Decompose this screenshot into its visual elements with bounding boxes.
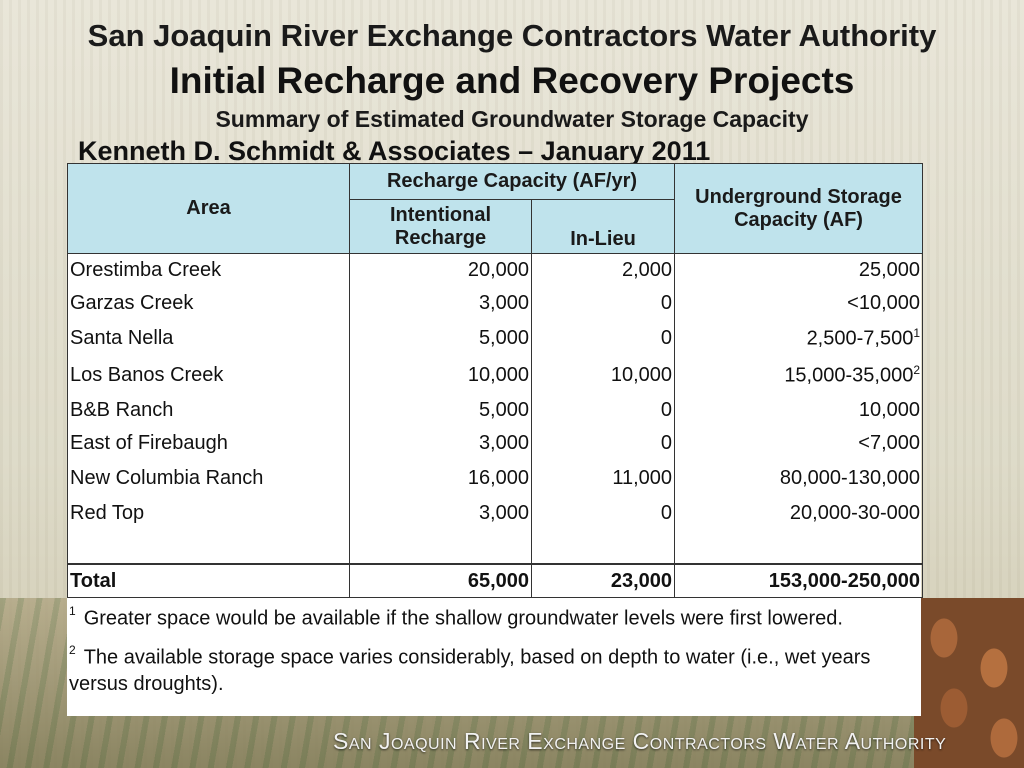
cell-storage: <10,000 bbox=[674, 287, 924, 320]
cell-inlieu: 0 bbox=[530, 497, 676, 530]
footnotes: 1 Greater space would be available if the… bbox=[67, 600, 921, 704]
main-title: Initial Recharge and Recovery Projects bbox=[169, 60, 855, 101]
cell-inlieu: 0 bbox=[530, 320, 676, 357]
table-row-total: Total 65,000 23,000 153,000-250,000 bbox=[67, 563, 924, 598]
cell-empty bbox=[349, 530, 532, 564]
cell-intentional: 5,000 bbox=[349, 320, 532, 357]
table-row: New Columbia Ranch 16,000 11,000 80,000-… bbox=[67, 460, 924, 497]
cell-area: Los Banos Creek bbox=[67, 357, 350, 394]
cell-area: Santa Nella bbox=[67, 320, 350, 357]
footnote-2-text: The available storage space varies consi… bbox=[69, 646, 871, 696]
cell-intentional: 20,000 bbox=[349, 253, 532, 287]
table-row: Orestimba Creek 20,000 2,000 25,000 bbox=[67, 253, 924, 287]
cell-inlieu: 11,000 bbox=[530, 460, 676, 497]
storage-value: 2,500-7,500 bbox=[806, 327, 914, 350]
cell-total-inlieu: 23,000 bbox=[530, 563, 676, 598]
table-row: Santa Nella 5,000 0 2,500-7,5001 bbox=[67, 320, 924, 357]
cell-intentional: 3,000 bbox=[349, 427, 532, 460]
capacity-table: Area Recharge Capacity (AF/yr) Undergrou… bbox=[67, 163, 924, 598]
header-intentional-line2: Recharge bbox=[394, 226, 487, 249]
background-almonds-photo bbox=[914, 598, 1024, 768]
table-row: Red Top 3,000 0 20,000-30-000 bbox=[67, 497, 924, 530]
header-recharge-capacity: Recharge Capacity (AF/yr) bbox=[348, 163, 676, 200]
footnote-2-marker: 2 bbox=[69, 642, 76, 657]
footer-banner: San Joaquin River Exchange Contractors W… bbox=[333, 728, 947, 754]
cell-area: New Columbia Ranch bbox=[67, 460, 350, 497]
cell-total-intentional: 65,000 bbox=[349, 563, 532, 598]
header-area: Area bbox=[67, 163, 350, 254]
cell-area: B&B Ranch bbox=[67, 394, 350, 427]
cell-empty bbox=[67, 530, 350, 564]
cell-storage: 15,000-35,0002 bbox=[674, 357, 924, 394]
table-row: Garzas Creek 3,000 0 <10,000 bbox=[67, 287, 924, 320]
header-underground-storage: Underground Storage Capacity (AF) bbox=[674, 163, 924, 254]
cell-storage: 10,000 bbox=[674, 394, 924, 427]
header-intentional-recharge: Intentional Recharge bbox=[349, 199, 532, 254]
cell-storage: <7,000 bbox=[674, 427, 924, 460]
footnote-2: 2 The available storage space varies cons… bbox=[67, 639, 921, 699]
org-title: San Joaquin River Exchange Contractors W… bbox=[87, 18, 937, 53]
cell-area: Garzas Creek bbox=[67, 287, 350, 320]
header-intentional-line1: Intentional bbox=[389, 203, 492, 226]
footnote-marker: 1 bbox=[913, 326, 921, 341]
footnote-1-text: Greater space would be available if the … bbox=[83, 607, 843, 630]
cell-empty bbox=[530, 530, 676, 564]
cell-empty bbox=[674, 530, 924, 564]
cell-inlieu: 0 bbox=[530, 394, 676, 427]
author-line: Kenneth D. Schmidt & Associates – Januar… bbox=[78, 136, 711, 166]
cell-storage: 25,000 bbox=[674, 253, 924, 287]
cell-inlieu: 10,000 bbox=[530, 357, 676, 394]
cell-storage: 2,500-7,5001 bbox=[674, 320, 924, 357]
cell-storage: 20,000-30-000 bbox=[674, 497, 924, 530]
cell-total-label: Total bbox=[67, 563, 350, 598]
footnote-marker: 2 bbox=[913, 363, 921, 378]
header-storage-line1: Underground Storage bbox=[695, 185, 902, 208]
capacity-table-panel: Area Recharge Capacity (AF/yr) Undergrou… bbox=[67, 163, 924, 716]
subtitle: Summary of Estimated Groundwater Storage… bbox=[215, 106, 809, 132]
cell-area: Red Top bbox=[67, 497, 350, 530]
cell-intentional: 3,000 bbox=[349, 287, 532, 320]
footnote-1: 1 Greater space would be available if the… bbox=[67, 600, 921, 633]
header-storage-line2: Capacity (AF) bbox=[734, 208, 863, 231]
table-row-empty bbox=[67, 530, 924, 564]
cell-intentional: 3,000 bbox=[349, 497, 532, 530]
cell-intentional: 10,000 bbox=[349, 357, 532, 394]
cell-intentional: 5,000 bbox=[349, 394, 532, 427]
cell-intentional: 16,000 bbox=[349, 460, 532, 497]
header-in-lieu: In-Lieu bbox=[530, 199, 676, 254]
cell-storage: 80,000-130,000 bbox=[674, 460, 924, 497]
storage-value: 15,000-35,000 bbox=[784, 364, 914, 387]
cell-inlieu: 0 bbox=[530, 427, 676, 460]
cell-area: Orestimba Creek bbox=[67, 253, 350, 287]
cell-inlieu: 2,000 bbox=[530, 253, 676, 287]
table-row: East of Firebaugh 3,000 0 <7,000 bbox=[67, 427, 924, 460]
cell-area: East of Firebaugh bbox=[67, 427, 350, 460]
cell-total-storage: 153,000-250,000 bbox=[674, 563, 924, 598]
table-row: B&B Ranch 5,000 0 10,000 bbox=[67, 394, 924, 427]
cell-inlieu: 0 bbox=[530, 287, 676, 320]
table-row: Los Banos Creek 10,000 10,000 15,000-35,… bbox=[67, 357, 924, 394]
footnote-1-marker: 1 bbox=[69, 604, 76, 618]
